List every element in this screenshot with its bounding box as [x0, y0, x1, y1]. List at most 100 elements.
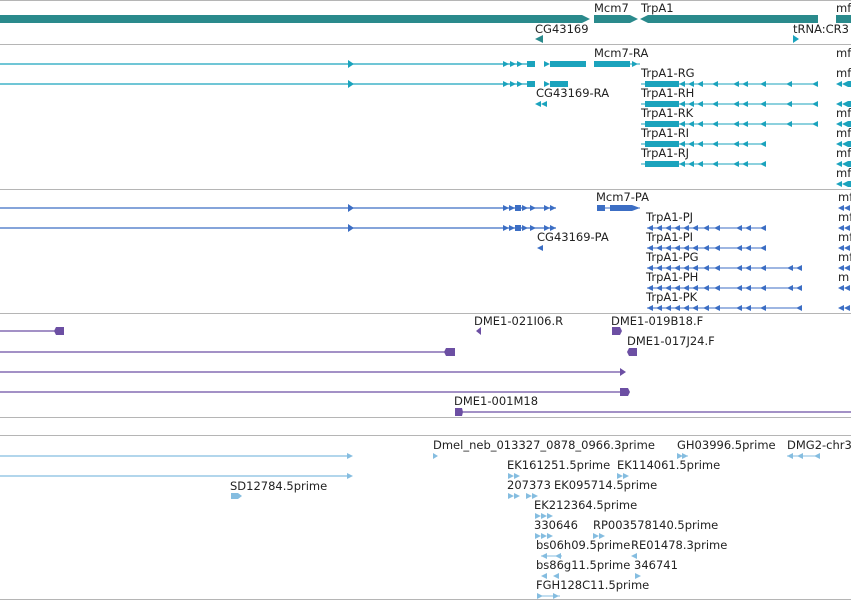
protein-feature-mcm7-pa[interactable] — [597, 205, 640, 211]
clone-feature-3[interactable] — [0, 368, 626, 376]
protein-label-mf-3[interactable]: mf — [838, 230, 851, 244]
clone-feature-dme1-001m18[interactable] — [455, 408, 851, 416]
protein-label-trpa1-pj[interactable]: TrpA1-PJ — [645, 210, 693, 224]
transcript-feature-left-1[interactable] — [0, 60, 586, 68]
protein-label-mcm7-pa[interactable]: Mcm7-PA — [596, 190, 649, 204]
protein-feature-cg43169-pa[interactable] — [537, 245, 543, 251]
transcript-label-mf-4[interactable]: mf — [836, 126, 851, 140]
est-feature-dmel-neb[interactable] — [433, 453, 438, 459]
protein-label-trpa1-pi[interactable]: TrpA1-PI — [645, 230, 693, 244]
protein-label-mf-4[interactable]: mf — [838, 250, 851, 264]
est-feature-re01478[interactable] — [631, 553, 637, 559]
est-label-sd12784[interactable]: SD12784.5prime — [230, 479, 327, 493]
est-label-fgh128c11[interactable]: FGH128C11.5prime — [536, 578, 649, 592]
protein-label-trpa1-pk[interactable]: TrpA1-PK — [645, 290, 698, 304]
protein-feature-trpa1-pg[interactable] — [647, 265, 802, 271]
gene-label-trna[interactable]: tRNA:CR3 — [793, 22, 849, 36]
est-feature-sd12784[interactable] — [231, 493, 242, 499]
gene-label-trpa1[interactable]: TrpA1 — [640, 1, 674, 15]
gene-label-mcm7[interactable]: Mcm7 — [594, 1, 629, 15]
protein-feature-left-2[interactable] — [0, 224, 556, 232]
transcript-label-mf-2[interactable]: mf — [836, 66, 851, 80]
transcript-label-cg43169-ra[interactable]: CG43169-RA — [536, 86, 609, 100]
gene-feature-left[interactable] — [0, 15, 590, 23]
gene-label-cg43169[interactable]: CG43169 — [535, 22, 589, 36]
clone-feature-2[interactable] — [0, 348, 455, 356]
est-feature-rp003578140[interactable] — [593, 533, 605, 539]
transcript-label-mcm7-ra[interactable]: Mcm7-RA — [594, 46, 648, 60]
transcript-label-trpa1-rj[interactable]: TrpA1-RJ — [640, 146, 689, 160]
est-feature-330646[interactable] — [535, 533, 553, 539]
transcript-feature-cg43169-ra[interactable] — [535, 101, 541, 107]
est-feature-bs06h09[interactable] — [541, 553, 562, 559]
gene-feature-mcm7[interactable] — [594, 15, 638, 23]
est-feature-346741[interactable] — [635, 573, 641, 579]
est-feature-ek212364[interactable] — [535, 513, 553, 519]
transcript-label-trpa1-rg[interactable]: TrpA1-RG — [640, 66, 695, 80]
protein-label-mf-1[interactable]: mf — [838, 190, 851, 204]
protein-label-trpa1-pg[interactable]: TrpA1-PG — [645, 250, 699, 264]
est-label-bs86g11[interactable]: bs86g11.5prime — [536, 558, 630, 572]
transcript-feature-left-2[interactable] — [0, 80, 568, 88]
transcript-label-mf-5[interactable]: mf — [836, 146, 851, 160]
transcript-label-trpa1-rh[interactable]: TrpA1-RH — [640, 86, 694, 100]
clone-label-dme1-017j24-f[interactable]: DME1-017J24.F — [627, 334, 715, 348]
est-feature-bs86g11[interactable] — [541, 573, 559, 579]
est-label-330646[interactable]: 330646 — [534, 518, 578, 532]
est-label-ek212364[interactable]: EK212364.5prime — [534, 498, 637, 512]
est-label-rp003578140[interactable]: RP003578140.5prime — [593, 518, 718, 532]
gene-label-mf[interactable]: mf — [836, 1, 851, 15]
est-feature-ek114061[interactable] — [617, 473, 629, 479]
transcript-label-mf-1[interactable]: mf — [836, 46, 851, 60]
est-feature-left-2[interactable] — [0, 473, 353, 479]
protein-feature-trpa1-pi[interactable] — [647, 245, 766, 251]
est-label-dmg2-chr3[interactable]: DMG2-chr3 — [787, 438, 851, 452]
est-feature-207373[interactable] — [508, 493, 520, 499]
est-label-ek114061[interactable]: EK114061.5prime — [617, 458, 720, 472]
protein-feature-trpa1-ph[interactable] — [647, 285, 802, 291]
est-feature-left-1[interactable] — [0, 453, 353, 459]
protein-feature-left-1[interactable] — [0, 204, 556, 212]
est-feature-gh03996[interactable] — [677, 453, 688, 459]
clone-label-dme1-021i06-r[interactable]: DME1-021I06.R — [474, 314, 563, 328]
clone-feature-dme1-017j24[interactable] — [627, 348, 637, 356]
est-label-dmel-neb[interactable]: Dmel_neb_013327_0878_0966.3prime — [433, 438, 655, 452]
transcript-label-trpa1-ri[interactable]: TrpA1-RI — [640, 126, 689, 140]
transcript-feature-mcm7-ra[interactable] — [594, 61, 640, 67]
est-label-re01478[interactable]: RE01478.3prime — [631, 538, 727, 552]
gene-feature-trna[interactable] — [793, 35, 799, 43]
transcript-feature-trpa1-ri[interactable] — [641, 141, 766, 147]
est-label-346741[interactable]: 346741 — [634, 558, 678, 572]
clone-label-dme1-019b18-f[interactable]: DME1-019B18.F — [611, 314, 703, 328]
gene-feature-mf[interactable] — [836, 15, 851, 23]
est-label-207373[interactable]: 207373 — [507, 478, 551, 492]
protein-label-cg43169-pa[interactable]: CG43169-PA — [537, 230, 609, 244]
transcript-label-mf-3[interactable]: mf — [836, 106, 851, 120]
protein-label-mf-2[interactable]: mf — [838, 210, 851, 224]
protein-label-m[interactable]: m — [838, 270, 849, 284]
transcript-feature-trpa1-rh[interactable] — [641, 101, 818, 107]
clone-feature-1[interactable] — [0, 327, 64, 335]
est-label-bs06h09[interactable]: bs06h09.5prime — [536, 538, 630, 552]
est-label-ek161251[interactable]: EK161251.5prime — [507, 458, 610, 472]
gene-feature-cg43169[interactable] — [535, 35, 543, 43]
transcript-feature-mf-group[interactable] — [836, 81, 851, 187]
transcript-feature-trpa1-rk[interactable] — [641, 121, 818, 127]
clone-feature-dme1-021i06[interactable] — [476, 327, 481, 335]
est-feature-dmg2-chr3[interactable] — [787, 453, 820, 459]
transcript-feature-trpa1-rg[interactable] — [641, 81, 818, 87]
clone-feature-4[interactable] — [0, 388, 630, 396]
transcript-label-trpa1-rk[interactable]: TrpA1-RK — [640, 106, 694, 120]
est-label-ek095714[interactable]: EK095714.5prime — [554, 478, 657, 492]
protein-feature-trpa1-pk[interactable] — [647, 305, 802, 311]
clone-feature-dme1-019b18[interactable] — [612, 327, 622, 335]
est-feature-fgh128c11[interactable] — [537, 593, 560, 599]
clone-label-dme1-001m18[interactable]: DME1-001M18 — [454, 394, 538, 408]
est-feature-ek161251[interactable] — [508, 473, 520, 479]
est-label-gh03996[interactable]: GH03996.5prime — [677, 438, 776, 452]
transcript-feature-trpa1-rj[interactable] — [641, 161, 766, 167]
est-feature-ek095714[interactable] — [526, 493, 538, 499]
protein-feature-trpa1-pj[interactable] — [647, 225, 766, 231]
protein-feature-mf-group[interactable] — [838, 205, 850, 311]
gene-feature-trpa1[interactable] — [640, 15, 818, 23]
